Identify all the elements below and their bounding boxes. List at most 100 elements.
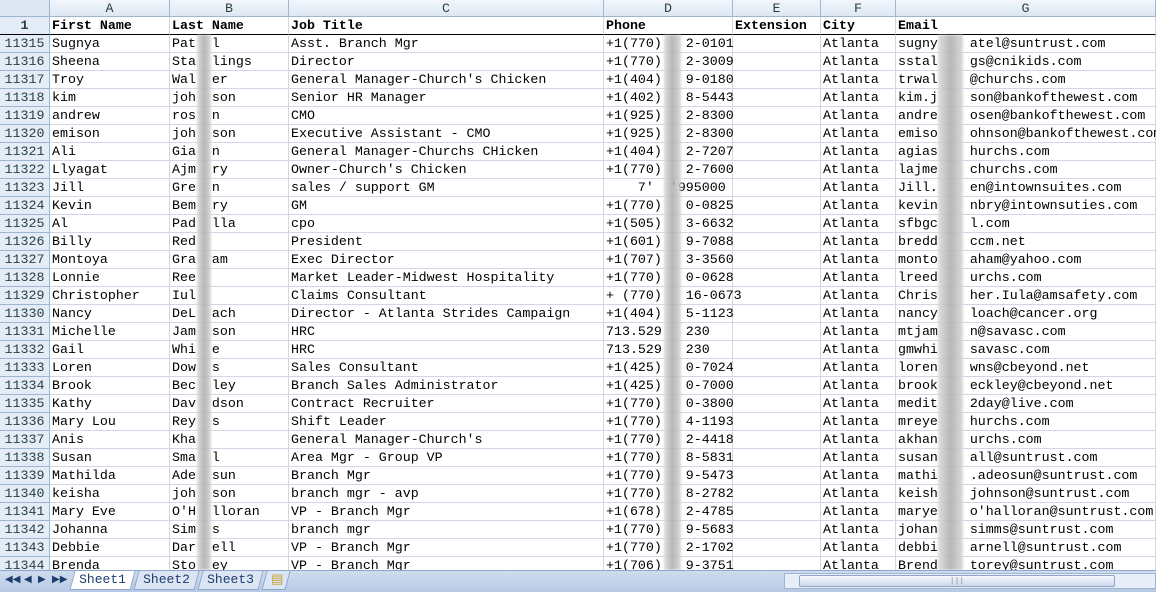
cell[interactable]	[733, 125, 821, 143]
scrollbar-thumb[interactable]: |||	[799, 575, 1115, 587]
cell[interactable]: Branch Sales Administrator	[289, 377, 604, 395]
cell[interactable]	[733, 179, 821, 197]
cell[interactable]: loren wns@cbeyond.net	[896, 359, 1156, 377]
row-number[interactable]: 11331	[0, 323, 50, 341]
row-number[interactable]: 11315	[0, 35, 50, 53]
header-cell[interactable]: Job Title	[289, 17, 604, 35]
cell[interactable]: Senior HR Manager	[289, 89, 604, 107]
cell[interactable]: Llyagat	[50, 161, 170, 179]
cell[interactable]: johan simms@suntrust.com	[896, 521, 1156, 539]
cell[interactable]	[733, 89, 821, 107]
header-cell[interactable]: Last Name	[170, 17, 289, 35]
column-header-B[interactable]: B	[170, 0, 289, 17]
cell[interactable]	[733, 377, 821, 395]
cell[interactable]: branch mgr	[289, 521, 604, 539]
cell[interactable]: Atlanta	[821, 431, 896, 449]
cell[interactable]: sfbgc l.com	[896, 215, 1156, 233]
cell[interactable]: Sugnya	[50, 35, 170, 53]
cell[interactable]	[733, 71, 821, 89]
cell[interactable]: Pat l	[170, 35, 289, 53]
cell[interactable]: Jill. en@intownsuites.com	[896, 179, 1156, 197]
prev-sheet-icon[interactable]: ◀	[24, 575, 32, 586]
last-sheet-icon[interactable]: ▶▶	[52, 575, 68, 586]
cell[interactable]: Atlanta	[821, 467, 896, 485]
cell[interactable]: emiso ohnson@bankofthewest.com	[896, 125, 1156, 143]
select-all-corner[interactable]	[0, 0, 50, 17]
cell[interactable]: Atlanta	[821, 53, 896, 71]
cell[interactable]: kim	[50, 89, 170, 107]
row-number[interactable]: 11317	[0, 71, 50, 89]
cell[interactable]: bredd ccm.net	[896, 233, 1156, 251]
cell[interactable]: ros n	[170, 107, 289, 125]
cell[interactable]: Red	[170, 233, 289, 251]
cell[interactable]: Gia n	[170, 143, 289, 161]
cell[interactable]: Atlanta	[821, 323, 896, 341]
cell[interactable]: gmwhi savasc.com	[896, 341, 1156, 359]
cell[interactable]: GM	[289, 197, 604, 215]
cell[interactable]: Market Leader-Midwest Hospitality	[289, 269, 604, 287]
cell[interactable]: VP - Branch Mgr	[289, 503, 604, 521]
cell[interactable]: +1(770) 0-0825	[604, 197, 734, 215]
cell[interactable]: sales / support GM	[289, 179, 604, 197]
cell[interactable]: Chris her.Iula@amsafety.com	[896, 287, 1156, 305]
cell[interactable]: Atlanta	[821, 71, 896, 89]
cell[interactable]	[733, 503, 821, 521]
cell[interactable]: Sta lings	[170, 53, 289, 71]
cell[interactable]: Susan	[50, 449, 170, 467]
row-number[interactable]: 11334	[0, 377, 50, 395]
row-number[interactable]: 11326	[0, 233, 50, 251]
cell[interactable]: Exec Director	[289, 251, 604, 269]
cell[interactable]: Christopher	[50, 287, 170, 305]
cell[interactable]: Nancy	[50, 305, 170, 323]
row-number[interactable]: 11332	[0, 341, 50, 359]
row-number[interactable]: 11322	[0, 161, 50, 179]
cell[interactable]	[733, 269, 821, 287]
row-number[interactable]: 11338	[0, 449, 50, 467]
cell[interactable]	[733, 35, 821, 53]
cell[interactable]: Atlanta	[821, 359, 896, 377]
cell[interactable]	[733, 251, 821, 269]
row-number[interactable]: 11325	[0, 215, 50, 233]
cell[interactable]: andre osen@bankofthewest.com	[896, 107, 1156, 125]
cell[interactable]: Jill	[50, 179, 170, 197]
column-header-C[interactable]: C	[289, 0, 604, 17]
cell[interactable]: Atlanta	[821, 377, 896, 395]
cell[interactable]: Ali	[50, 143, 170, 161]
cell[interactable]: Sales Consultant	[289, 359, 604, 377]
cell[interactable]: Atlanta	[821, 89, 896, 107]
cell[interactable]: agias hurchs.com	[896, 143, 1156, 161]
cell[interactable]: Lonnie	[50, 269, 170, 287]
header-cell[interactable]: First Name	[50, 17, 170, 35]
cell[interactable]: trwal @churchs.com	[896, 71, 1156, 89]
header-cell[interactable]: Extension	[733, 17, 821, 35]
cell[interactable]	[733, 305, 821, 323]
cell[interactable]: Claims Consultant	[289, 287, 604, 305]
cell[interactable]: Atlanta	[821, 287, 896, 305]
cell[interactable]: +1(770) 8-5831	[604, 449, 734, 467]
insert-sheet-button[interactable]: ▤	[261, 571, 291, 590]
cell[interactable]: Sheena	[50, 53, 170, 71]
cell[interactable]: Pad lla	[170, 215, 289, 233]
cell[interactable]	[733, 233, 821, 251]
cell[interactable]: Dow s	[170, 359, 289, 377]
cell[interactable]	[733, 395, 821, 413]
cell[interactable]	[733, 431, 821, 449]
cell[interactable]: Sim s	[170, 521, 289, 539]
cell[interactable]: CMO	[289, 107, 604, 125]
cell[interactable]: Kevin	[50, 197, 170, 215]
cell[interactable]: Atlanta	[821, 143, 896, 161]
cell[interactable]	[733, 287, 821, 305]
row-number[interactable]: 11329	[0, 287, 50, 305]
cell[interactable]	[733, 143, 821, 161]
column-header-E[interactable]: E	[733, 0, 821, 17]
cell[interactable]: Atlanta	[821, 107, 896, 125]
cell[interactable]	[733, 323, 821, 341]
cell[interactable]: Atlanta	[821, 35, 896, 53]
cell[interactable]: Bem ry	[170, 197, 289, 215]
cell[interactable]: Atlanta	[821, 485, 896, 503]
cell[interactable]: +1(770) 2-1702	[604, 539, 734, 557]
cell[interactable]: Atlanta	[821, 539, 896, 557]
cell[interactable]: Executive Assistant - CMO	[289, 125, 604, 143]
cell[interactable]: joh son	[170, 485, 289, 503]
cell[interactable]: Sma l	[170, 449, 289, 467]
